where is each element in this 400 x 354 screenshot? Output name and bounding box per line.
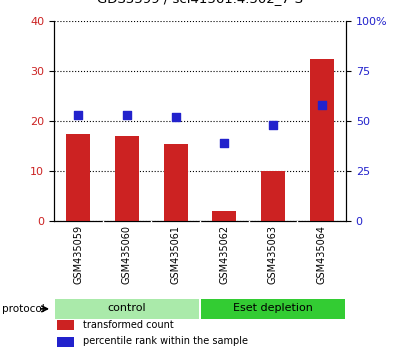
Bar — [66, 134, 90, 221]
FancyBboxPatch shape — [56, 298, 198, 319]
Bar — [164, 144, 188, 221]
Text: percentile rank within the sample: percentile rank within the sample — [83, 336, 248, 346]
FancyBboxPatch shape — [202, 298, 344, 319]
Bar — [261, 171, 285, 221]
Point — [221, 141, 228, 146]
Bar — [57, 337, 74, 347]
Text: GSM435063: GSM435063 — [268, 225, 278, 284]
Text: Eset depletion: Eset depletion — [233, 303, 313, 313]
Text: GSM435060: GSM435060 — [122, 225, 132, 284]
Text: GSM435062: GSM435062 — [219, 225, 229, 284]
Bar — [212, 211, 236, 221]
Text: transformed count: transformed count — [83, 320, 174, 330]
Bar — [57, 320, 74, 331]
Text: GSM435064: GSM435064 — [317, 225, 327, 284]
Point — [75, 113, 82, 118]
Text: GSM435061: GSM435061 — [171, 225, 181, 284]
Point — [124, 113, 130, 118]
Bar — [115, 136, 139, 221]
Text: protocol: protocol — [2, 304, 45, 314]
Point — [270, 122, 276, 128]
Text: control: control — [108, 303, 146, 313]
Text: GDS3599 / scl41561.4.502_7-S: GDS3599 / scl41561.4.502_7-S — [97, 0, 303, 5]
Bar — [310, 59, 334, 221]
Point — [172, 114, 179, 120]
Text: GSM435059: GSM435059 — [73, 225, 83, 284]
Point — [318, 102, 325, 108]
